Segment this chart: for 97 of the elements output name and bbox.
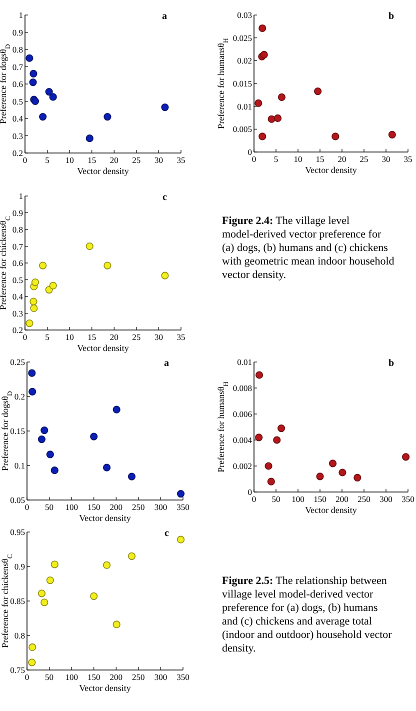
x-tick-label: 30 xyxy=(382,154,390,164)
annotation: c xyxy=(162,192,168,203)
y-tick-label: 0.75 xyxy=(10,665,25,675)
x-tick-label: 5 xyxy=(45,332,50,342)
x-tick-label: 150 xyxy=(87,672,100,682)
x-tick-label: 250 xyxy=(132,502,145,512)
annotation: b xyxy=(388,358,394,369)
y-tick-label: 0.03 xyxy=(237,10,252,20)
x-tick-label: 35 xyxy=(176,155,186,165)
y-tick-label: 0.9 xyxy=(12,27,23,38)
y-tick-label: 0.008 xyxy=(232,383,252,393)
y-tick-label: 0.5 xyxy=(12,274,23,285)
y-tick-label: 0 xyxy=(248,147,252,157)
y-tick-label: 0.01 xyxy=(237,357,252,367)
y-tick-label: 0.025 xyxy=(232,32,252,43)
y-tick-label: 0.8 xyxy=(12,44,23,54)
y-tick-label: 0.25 xyxy=(10,357,25,367)
x-tick-label: 5 xyxy=(45,155,50,165)
y-tick-label: 0.7 xyxy=(12,62,23,72)
x-tick-label: 15 xyxy=(88,155,96,165)
x-tick-label: 10 xyxy=(65,155,74,165)
x-tick-label: 35 xyxy=(404,154,412,164)
x-tick-label: 250 xyxy=(358,494,370,504)
y-tick-label: 0.006 xyxy=(232,409,252,419)
y-tick-label: 0.5 xyxy=(12,96,23,106)
y-tick-label: 0.02 xyxy=(237,56,252,66)
x-tick-label: 350 xyxy=(402,494,414,504)
y-tick-label: 0.1 xyxy=(14,460,25,470)
caption: Figure 2.5: The relationship between village level model-derived vector preference for (a) dogs, (b) humans and (c) chickens and average total (indoor and outdoor) household vector density. xyxy=(222,575,392,654)
x-axis-title: Vector density xyxy=(77,343,130,353)
x-tick-label: 50 xyxy=(272,494,280,504)
y-tick-label: 0.9 xyxy=(14,562,25,572)
x-tick-label: 25 xyxy=(132,332,141,342)
y-tick-label: 0.15 xyxy=(10,426,25,436)
y-tick-label: 0.004 xyxy=(232,435,253,445)
x-tick-label: 25 xyxy=(132,155,141,165)
x-axis-title: Vector density xyxy=(77,166,130,176)
y-tick-label: 0.005 xyxy=(232,124,252,134)
annotation: a xyxy=(162,11,167,22)
y-tick-label: 0.6 xyxy=(12,79,23,89)
y-tick-label: 0.4 xyxy=(12,292,24,302)
y-tick-label: 0.2 xyxy=(12,148,23,158)
y-tick-label: 0.015 xyxy=(232,78,252,88)
annotation: b xyxy=(388,11,394,22)
x-tick-label: 5 xyxy=(274,154,278,164)
x-tick-label: 15 xyxy=(88,332,96,342)
x-tick-label: 200 xyxy=(110,672,123,682)
y-tick-label: 0 xyxy=(248,487,252,497)
x-tick-label: 150 xyxy=(314,494,326,504)
y-tick-label: 0.002 xyxy=(232,461,252,471)
x-tick-label: 35 xyxy=(176,332,186,342)
y-tick-label: 0.3 xyxy=(12,308,23,318)
x-tick-label: 20 xyxy=(110,332,118,342)
y-tick-label: 0.7 xyxy=(12,241,23,252)
y-tick-label: 1 xyxy=(18,10,23,20)
x-tick-label: 350 xyxy=(176,502,190,512)
x-axis-title: Vector density xyxy=(79,683,132,693)
y-tick-label: 0.4 xyxy=(12,114,24,124)
x-tick-label: 300 xyxy=(154,502,168,512)
y-tick-label: 1 xyxy=(18,191,23,201)
y-tick-label: 0.8 xyxy=(12,224,23,234)
y-tick-label: 0.3 xyxy=(12,130,23,141)
y-tick-label: 0.6 xyxy=(12,258,23,268)
y-tick-label: 0.85 xyxy=(10,596,25,606)
x-tick-label: 200 xyxy=(336,494,348,504)
x-tick-label: 20 xyxy=(110,155,118,165)
annotation: a xyxy=(164,358,169,369)
x-tick-label: 50 xyxy=(45,672,54,682)
x-tick-label: 30 xyxy=(154,332,163,342)
x-tick-label: 350 xyxy=(176,672,190,682)
x-tick-label: 300 xyxy=(154,672,168,682)
x-tick-label: 15 xyxy=(316,154,324,164)
x-tick-label: 10 xyxy=(65,332,74,342)
y-tick-label: 0.2 xyxy=(12,325,23,335)
x-axis-title: Vector density xyxy=(305,505,358,515)
x-axis-title: Vector density xyxy=(79,513,132,523)
x-tick-label: 100 xyxy=(65,502,78,512)
y-tick-label: 0.05 xyxy=(10,495,25,505)
x-tick-label: 250 xyxy=(132,672,145,682)
y-tick-label: 0.9 xyxy=(12,208,23,218)
y-tick-label: 0.2 xyxy=(14,392,25,402)
x-tick-label: 25 xyxy=(360,154,368,164)
x-tick-label: 30 xyxy=(154,155,163,165)
x-tick-label: 100 xyxy=(292,494,304,504)
caption: Figure 2.4: The village level model-derived vector preference for (a) dogs, (b) humans and (c) chickens with geometric mean indoor household vector density. xyxy=(222,215,395,281)
x-tick-label: 300 xyxy=(380,494,392,504)
y-tick-label: 0.01 xyxy=(237,101,252,112)
x-tick-label: 50 xyxy=(45,502,54,512)
x-tick-label: 200 xyxy=(110,502,123,512)
y-tick-label: 0.95 xyxy=(10,527,25,537)
x-tick-label: 10 xyxy=(294,154,302,164)
x-tick-label: 100 xyxy=(65,672,78,682)
x-tick-label: 20 xyxy=(338,154,346,164)
annotation: c xyxy=(164,528,170,539)
x-axis-title: Vector density xyxy=(305,165,358,175)
y-tick-label: 0.8 xyxy=(14,630,25,640)
x-tick-label: 150 xyxy=(87,502,100,512)
